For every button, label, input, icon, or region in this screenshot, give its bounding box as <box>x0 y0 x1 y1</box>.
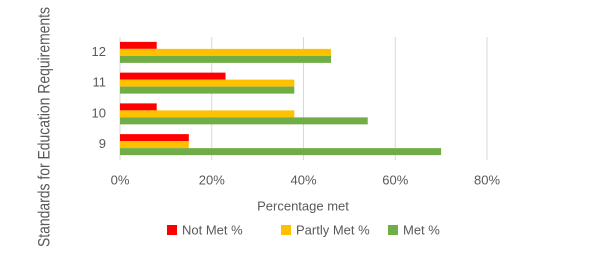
x-tick-label: 0% <box>111 172 130 187</box>
y-tick-label: 10 <box>92 105 106 120</box>
bar <box>120 103 157 111</box>
x-axis-label: Percentage met <box>257 198 349 213</box>
bar <box>120 141 189 149</box>
x-tick-label: 20% <box>199 172 225 187</box>
bar <box>120 134 189 142</box>
legend-label: Met % <box>403 222 440 237</box>
x-tick-label: 80% <box>474 172 500 187</box>
legend-swatch <box>167 225 177 235</box>
legend-label: Not Met % <box>182 222 243 237</box>
x-tick-label: 40% <box>290 172 316 187</box>
y-tick-label: 11 <box>93 75 107 90</box>
bar <box>120 41 157 49</box>
bar <box>120 55 332 63</box>
y-axis-label: Standards for Education Requirements <box>34 7 53 247</box>
bar <box>120 117 368 125</box>
bar <box>120 48 332 56</box>
legend-swatch <box>388 225 398 235</box>
bar <box>120 79 295 87</box>
legend-swatch <box>281 225 291 235</box>
bar <box>120 86 295 94</box>
legend-label: Partly Met % <box>296 222 370 237</box>
x-tick-label: 60% <box>382 172 408 187</box>
bar <box>120 72 226 80</box>
bar <box>120 148 442 156</box>
bar <box>120 110 295 118</box>
y-tick-label: 9 <box>99 136 106 151</box>
y-tick-label: 12 <box>92 44 106 59</box>
